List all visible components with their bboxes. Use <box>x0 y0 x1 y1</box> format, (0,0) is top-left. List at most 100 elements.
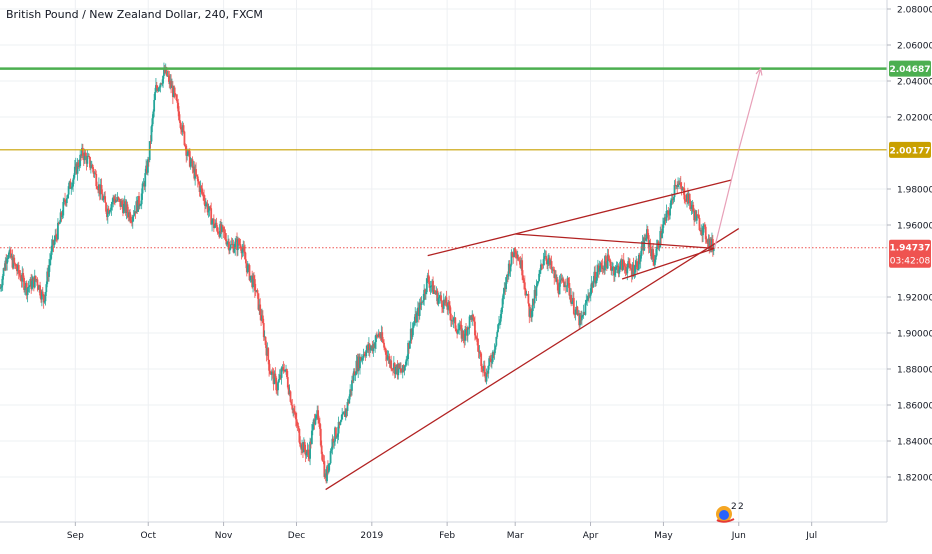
candle-body <box>329 451 332 464</box>
time-axis[interactable]: Sep Oct Nov Dec 2019 Feb Mar Apr May Jun Jul <box>67 522 817 541</box>
candle-body <box>307 449 310 456</box>
candle-body <box>78 166 81 167</box>
candle-body <box>92 168 95 174</box>
candle-body <box>696 214 699 216</box>
candle-body <box>381 332 384 341</box>
candle-body <box>14 263 17 265</box>
candle-body <box>295 419 298 426</box>
candle-body <box>570 294 573 304</box>
projection-line[interactable] <box>713 149 740 249</box>
candle-body <box>23 277 25 290</box>
candle-body <box>584 303 587 315</box>
candle-body <box>46 271 49 285</box>
candle-body <box>256 290 259 294</box>
candle-body <box>158 87 161 89</box>
price-axis[interactable]: 1.82000 1.84000 1.86000 1.88000 1.90000 1.920… <box>887 6 932 484</box>
candle-body <box>268 359 270 371</box>
candle-body <box>132 215 135 217</box>
candle-body <box>665 210 668 221</box>
badge-count-second: 2 <box>738 502 744 512</box>
projection-line[interactable] <box>738 68 762 150</box>
candle-body <box>239 244 242 249</box>
candle-body <box>432 280 434 294</box>
candle-body <box>488 358 491 366</box>
candle-body <box>344 409 347 417</box>
candle-body <box>28 285 31 287</box>
candle-body <box>624 266 627 272</box>
candle-body <box>117 197 120 199</box>
candle-body <box>505 277 508 290</box>
x-tick-label: Apr <box>583 531 599 541</box>
candle-body <box>405 359 408 365</box>
trendline[interactable] <box>515 233 715 250</box>
candle-body <box>243 246 246 252</box>
trendline[interactable] <box>515 179 732 235</box>
candle-body <box>40 291 43 300</box>
candle-body <box>94 172 97 174</box>
candle-body <box>609 260 612 267</box>
candle-body <box>4 260 7 270</box>
candle-body <box>228 248 231 251</box>
candle-body <box>0 288 1 289</box>
candle-body <box>196 175 198 177</box>
candle-body <box>335 427 337 438</box>
x-tick-label: 2019 <box>360 531 383 541</box>
candle-body <box>327 463 330 473</box>
candle-body <box>571 302 573 304</box>
candle-body <box>418 302 421 316</box>
trendlines[interactable] <box>325 179 740 491</box>
candle-body <box>346 402 349 411</box>
candle-body <box>368 344 371 351</box>
candle-body <box>420 301 423 305</box>
badge-core-icon <box>719 510 729 520</box>
candle-body <box>339 421 342 425</box>
candle-body <box>390 360 393 369</box>
candle-body <box>209 206 212 209</box>
candle-body <box>299 442 302 447</box>
candle-body <box>491 351 494 362</box>
candle-body <box>57 222 59 240</box>
candle-body <box>622 259 625 266</box>
candle-body <box>33 275 36 288</box>
trendline[interactable] <box>325 228 740 491</box>
indicator-badge[interactable]: 2 2 <box>714 500 744 524</box>
candle-body <box>639 255 642 262</box>
candle-body <box>448 302 450 306</box>
candle-body <box>521 260 524 276</box>
candle-body <box>229 244 232 249</box>
candle-body <box>495 336 498 346</box>
candle-body <box>457 329 460 331</box>
candle-body <box>626 267 629 274</box>
candle-body <box>627 261 630 268</box>
candle-body <box>220 225 223 232</box>
candle-body <box>241 249 244 254</box>
candle-body <box>44 292 47 302</box>
candle-body <box>195 169 197 176</box>
candle-body <box>81 147 84 156</box>
candle-body <box>186 155 189 156</box>
candle-body <box>679 182 682 187</box>
candle-body <box>705 239 708 243</box>
candle-body <box>88 156 91 158</box>
candle-body <box>298 428 301 443</box>
candle-body <box>91 164 94 169</box>
candle-body <box>445 297 448 307</box>
trendline[interactable] <box>427 233 516 257</box>
candle-body <box>60 212 63 217</box>
candle-body <box>692 204 695 212</box>
candle-body <box>438 297 441 299</box>
candle-body <box>514 248 516 253</box>
trendline[interactable] <box>621 247 715 280</box>
candle-body <box>50 245 53 255</box>
candle-body <box>494 345 497 350</box>
candle-body <box>179 123 182 130</box>
candle-body <box>55 234 58 237</box>
candle-body <box>8 252 10 258</box>
candle-body <box>353 371 356 376</box>
candle-body <box>473 317 475 322</box>
candle-body <box>499 314 502 322</box>
projection-arrows[interactable] <box>713 67 763 249</box>
